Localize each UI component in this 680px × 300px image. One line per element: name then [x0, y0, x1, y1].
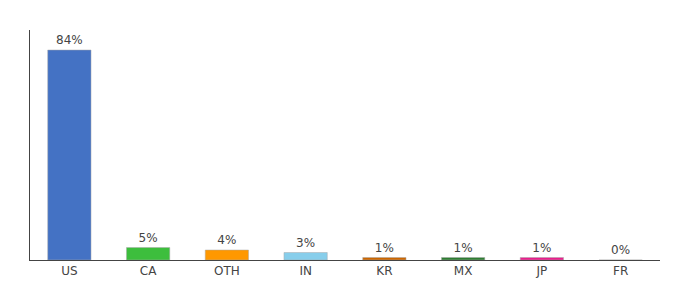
svg-text:FR: FR — [613, 264, 628, 278]
svg-text:0%: 0% — [611, 243, 630, 257]
svg-text:4%: 4% — [217, 233, 236, 247]
svg-text:OTH: OTH — [214, 264, 240, 278]
svg-text:84%: 84% — [56, 33, 83, 47]
svg-text:IN: IN — [299, 264, 312, 278]
svg-text:JP: JP — [535, 264, 547, 278]
svg-text:1%: 1% — [532, 241, 551, 255]
svg-text:5%: 5% — [139, 231, 158, 245]
svg-text:KR: KR — [376, 264, 392, 278]
svg-text:3%: 3% — [296, 236, 315, 250]
svg-text:1%: 1% — [454, 241, 473, 255]
svg-text:1%: 1% — [375, 241, 394, 255]
svg-text:CA: CA — [140, 264, 157, 278]
svg-text:US: US — [61, 264, 77, 278]
svg-text:MX: MX — [454, 264, 473, 278]
